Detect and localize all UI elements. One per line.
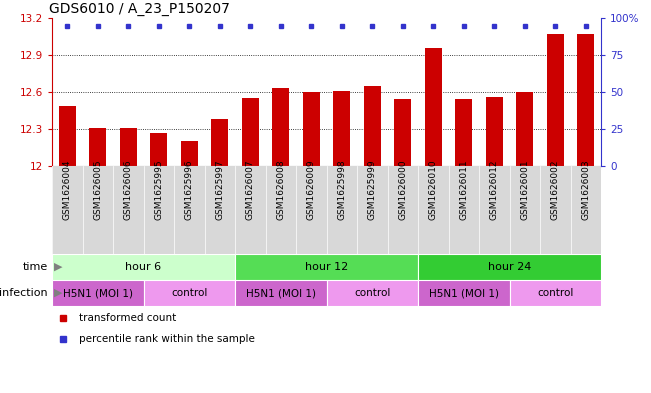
Bar xyxy=(212,119,228,166)
Bar xyxy=(52,254,235,280)
Bar xyxy=(486,97,503,166)
Bar xyxy=(181,141,198,166)
Text: hour 24: hour 24 xyxy=(488,262,531,272)
Text: ▶: ▶ xyxy=(54,288,62,298)
Bar xyxy=(143,280,235,306)
Text: transformed count: transformed count xyxy=(79,313,176,323)
Bar xyxy=(242,98,258,166)
Bar xyxy=(577,34,594,166)
Text: H5N1 (MOI 1): H5N1 (MOI 1) xyxy=(429,288,499,298)
Text: percentile rank within the sample: percentile rank within the sample xyxy=(79,334,255,344)
Bar xyxy=(235,280,327,306)
Bar xyxy=(418,254,601,280)
Text: hour 12: hour 12 xyxy=(305,262,348,272)
Text: ▶: ▶ xyxy=(54,262,62,272)
Bar xyxy=(120,128,137,166)
Bar xyxy=(272,88,289,166)
Bar xyxy=(418,280,510,306)
Bar xyxy=(364,86,381,166)
Text: control: control xyxy=(354,288,391,298)
Bar xyxy=(235,254,418,280)
Text: H5N1 (MOI 1): H5N1 (MOI 1) xyxy=(245,288,316,298)
Bar xyxy=(510,280,601,306)
Bar xyxy=(327,280,418,306)
Bar xyxy=(59,106,76,166)
Bar xyxy=(150,133,167,166)
Text: control: control xyxy=(537,288,574,298)
Bar xyxy=(89,128,106,166)
Text: H5N1 (MOI 1): H5N1 (MOI 1) xyxy=(62,288,133,298)
Bar xyxy=(52,280,143,306)
Bar xyxy=(516,92,533,166)
Bar xyxy=(455,99,472,166)
Bar xyxy=(395,99,411,166)
Text: time: time xyxy=(23,262,48,272)
Bar xyxy=(333,91,350,166)
Bar xyxy=(303,92,320,166)
Text: hour 6: hour 6 xyxy=(126,262,161,272)
Bar xyxy=(425,48,441,166)
Text: control: control xyxy=(171,288,208,298)
Text: infection: infection xyxy=(0,288,48,298)
Text: GDS6010 / A_23_P150207: GDS6010 / A_23_P150207 xyxy=(49,2,230,16)
Bar xyxy=(547,34,564,166)
